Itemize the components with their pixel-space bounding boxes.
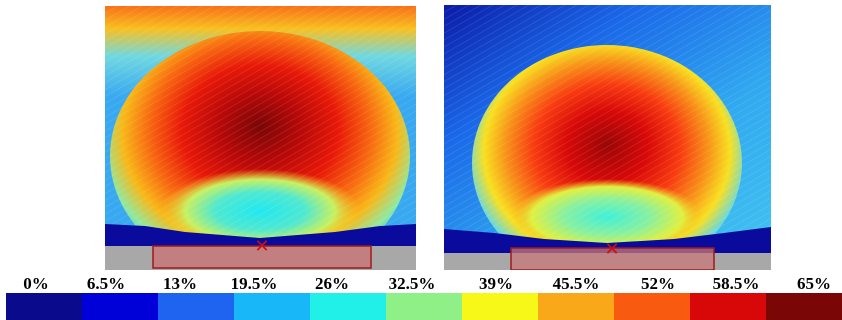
legend-tick-labels: 0% 6.5% 13% 19.5% 26% 32.5% 39% 45.5% 52… — [0, 274, 842, 294]
color-swatch-0 — [6, 293, 82, 320]
color-swatch-6 — [462, 293, 538, 320]
color-swatch-2 — [158, 293, 234, 320]
color-swatch-1 — [82, 293, 158, 320]
color-swatch-10 — [766, 293, 842, 320]
legend-tick-10: 65% — [797, 274, 831, 293]
legend-tick-6: 39% — [479, 274, 513, 293]
legend-tick-2: 13% — [163, 274, 197, 293]
color-swatch-7 — [538, 293, 614, 320]
right-heatmap-image: ✕ — [444, 5, 771, 270]
legend-tick-4: 26% — [315, 274, 349, 293]
svg-text:✕: ✕ — [254, 236, 269, 257]
color-swatch-5 — [386, 293, 462, 320]
legend-tick-1: 6.5% — [86, 274, 126, 293]
legend-tick-7: 45.5% — [552, 274, 600, 293]
svg-text:✕: ✕ — [604, 239, 619, 260]
legend-tick-0: 0% — [23, 274, 49, 293]
color-swatch-3 — [234, 293, 310, 320]
legend-tick-5: 32.5% — [388, 274, 436, 293]
color-swatch-4 — [310, 293, 386, 320]
left-heatmap-image: ✕ — [105, 6, 416, 270]
color-scale-bar — [6, 293, 842, 320]
legend-tick-3: 19.5% — [230, 274, 278, 293]
legend-tick-8: 52% — [641, 274, 675, 293]
color-swatch-9 — [690, 293, 766, 320]
legend-tick-9: 58.5% — [712, 274, 760, 293]
color-swatch-8 — [614, 293, 690, 320]
